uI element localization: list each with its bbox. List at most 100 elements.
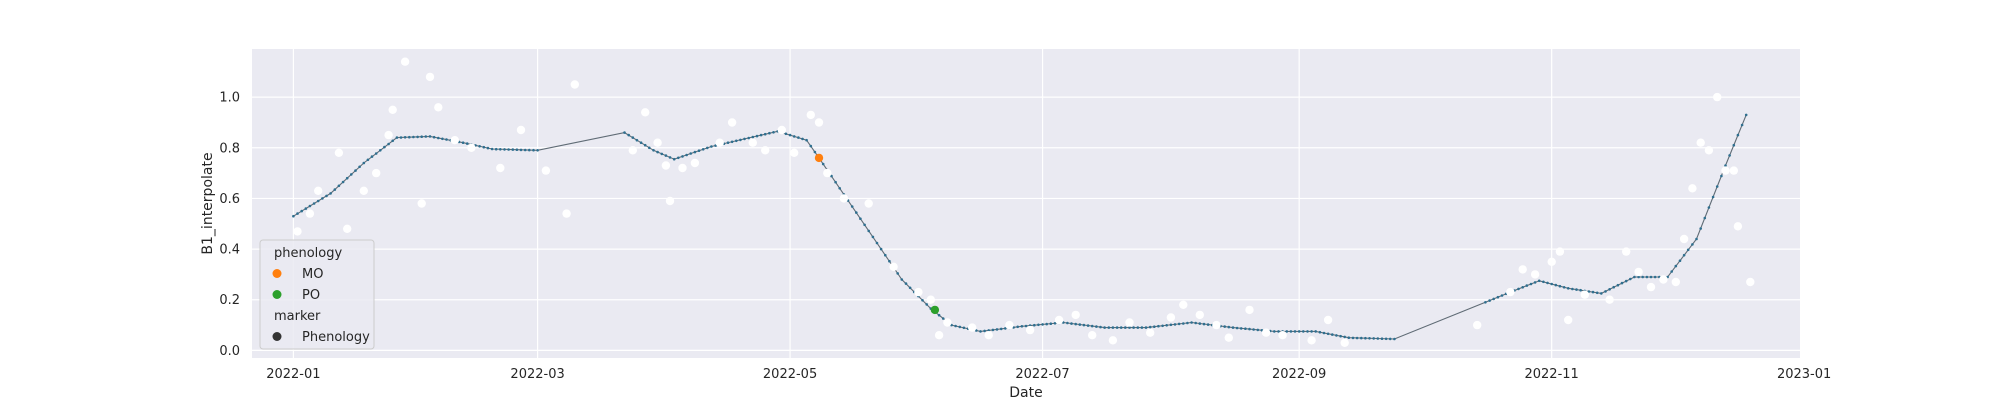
observed-point xyxy=(293,227,302,236)
interpolated-dot xyxy=(308,204,312,208)
observed-point xyxy=(1518,265,1527,274)
y-tick-label: 0.8 xyxy=(219,141,240,156)
interpolated-dot xyxy=(884,253,887,257)
interpolated-dot xyxy=(300,209,304,213)
observed-point xyxy=(425,72,435,82)
interpolated-dot xyxy=(316,199,320,203)
interpolated-dot xyxy=(1037,323,1040,327)
interpolated-dot xyxy=(1140,326,1144,329)
interpolated-dot xyxy=(1637,275,1640,279)
legend-items: MO PO xyxy=(272,267,323,303)
interpolated-dot xyxy=(337,184,341,188)
interpolated-dot xyxy=(1182,322,1185,325)
interpolated-dot xyxy=(1351,336,1355,340)
observed-point xyxy=(926,295,935,304)
interpolated-dot xyxy=(672,157,676,161)
phenology-points-layer xyxy=(814,153,940,315)
interpolated-dot xyxy=(1082,323,1086,327)
interpolated-dot xyxy=(1289,330,1293,333)
interpolated-dot xyxy=(747,136,750,140)
observed-point xyxy=(1054,315,1064,325)
legend: phenology MO PO marker Phenology xyxy=(259,239,375,350)
interpolated-dot xyxy=(855,211,858,214)
interpolated-dot xyxy=(805,138,808,142)
interpolated-dot xyxy=(1678,259,1682,263)
interpolated-dot xyxy=(1728,154,1731,157)
observed-point xyxy=(943,318,952,327)
interpolated-dot xyxy=(424,135,428,138)
interpolated-dot xyxy=(1529,282,1533,286)
observed-point xyxy=(823,168,832,178)
observed-point xyxy=(1564,315,1573,325)
interpolated-dot xyxy=(1293,330,1297,333)
observed-point xyxy=(790,148,799,157)
interpolated-dot xyxy=(383,145,386,149)
interpolated-dot xyxy=(867,229,870,233)
interpolated-dot xyxy=(1653,275,1657,279)
interpolated-dot xyxy=(1111,326,1115,329)
observed-point xyxy=(496,163,505,173)
legend-box xyxy=(259,239,375,350)
observed-point xyxy=(1729,166,1739,175)
interpolated-dot xyxy=(1335,334,1338,337)
interpolated-dot xyxy=(1587,290,1591,293)
observed-point xyxy=(1506,287,1515,297)
observed-point xyxy=(1212,320,1221,330)
interpolated-dot xyxy=(461,141,465,144)
interpolated-dot xyxy=(1157,324,1160,328)
interpolated-dot xyxy=(1020,325,1024,328)
interpolated-dot xyxy=(1368,337,1371,340)
interpolated-dot xyxy=(1194,321,1197,325)
observed-point xyxy=(1195,310,1205,320)
observed-point xyxy=(889,262,898,271)
observed-point xyxy=(570,80,579,89)
interpolated-dot xyxy=(1600,292,1603,295)
interpolated-dot xyxy=(1695,237,1698,241)
interpolated-dot xyxy=(1165,324,1168,327)
observed-point xyxy=(1704,146,1714,155)
interpolated-dot xyxy=(387,142,390,146)
interpolated-dot xyxy=(631,136,635,139)
observed-point xyxy=(806,110,815,120)
interpolated-dot xyxy=(333,188,337,191)
interpolated-dot xyxy=(366,158,370,162)
interpolated-dot xyxy=(1492,297,1495,301)
interpolated-dot xyxy=(1347,336,1351,340)
observed-point xyxy=(343,224,352,233)
x-tick-label: 2022-11 xyxy=(1524,367,1578,382)
interpolated-dot xyxy=(759,133,763,137)
interpolated-dot xyxy=(1720,174,1723,178)
observed-point xyxy=(1605,295,1614,304)
interpolated-dot xyxy=(888,259,891,263)
interpolated-dot xyxy=(871,235,875,239)
interpolated-dot xyxy=(652,149,655,152)
interpolated-dot xyxy=(1144,326,1148,329)
observed-point xyxy=(1622,247,1631,256)
observed-point xyxy=(839,194,849,203)
interpolated-dot xyxy=(1740,123,1744,127)
interpolated-dot xyxy=(1533,281,1537,284)
interpolated-dot xyxy=(1649,275,1653,279)
interpolated-dot xyxy=(395,136,399,139)
interpolated-dot xyxy=(1086,324,1090,327)
interpolated-dot xyxy=(1190,321,1193,324)
observed-point xyxy=(562,209,571,218)
y-tick-label: 1.0 xyxy=(219,91,240,106)
interpolated-dot xyxy=(879,247,883,251)
interpolated-dot xyxy=(1297,330,1301,333)
interpolated-dot xyxy=(648,146,651,150)
interpolated-dot xyxy=(399,136,403,139)
observed-point xyxy=(715,138,724,147)
observed-point xyxy=(1108,336,1118,345)
interpolated-dot xyxy=(1604,290,1607,293)
interpolated-dot xyxy=(809,144,813,148)
interpolated-dot xyxy=(1724,164,1727,167)
observed-point xyxy=(777,125,786,135)
interpolated-dot xyxy=(1136,326,1140,329)
interpolated-dot xyxy=(1554,283,1558,287)
interpolated-dot xyxy=(1364,336,1367,340)
legend-marker-swatch xyxy=(272,332,282,341)
interpolated-dot xyxy=(1128,326,1131,329)
interpolated-dot xyxy=(987,329,990,332)
interpolated-dot xyxy=(937,313,941,317)
